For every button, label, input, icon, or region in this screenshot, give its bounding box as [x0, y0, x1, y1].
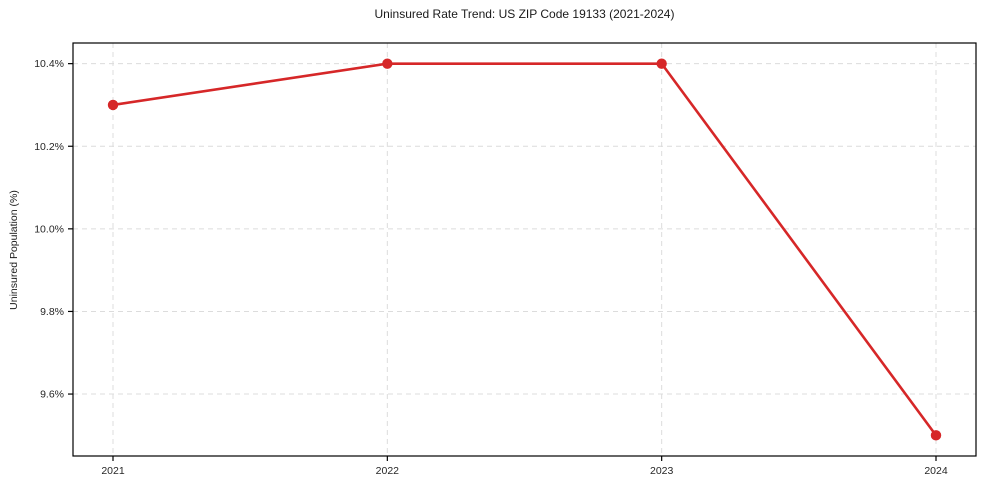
y-tick-label: 9.6% [40, 389, 64, 401]
data-point-marker [656, 58, 667, 69]
series-line [111, 62, 938, 437]
y-tick-label: 9.8% [40, 306, 64, 318]
plot-border [72, 42, 977, 457]
data-point-marker [107, 99, 119, 111]
x-tick-label: 2021 [101, 465, 125, 477]
y-tick-label: 10.4% [34, 58, 64, 70]
data-point-marker [382, 58, 393, 69]
x-tick-label: 2022 [376, 465, 400, 477]
data-point-marker [930, 430, 942, 441]
y-tick-label: 10.0% [34, 223, 64, 235]
y-tick-label: 10.2% [34, 141, 64, 153]
x-tick-label: 2023 [650, 465, 674, 477]
x-tick-label: 2024 [924, 465, 948, 477]
chart-title: Uninsured Rate Trend: US ZIP Code 19133 … [374, 7, 675, 21]
